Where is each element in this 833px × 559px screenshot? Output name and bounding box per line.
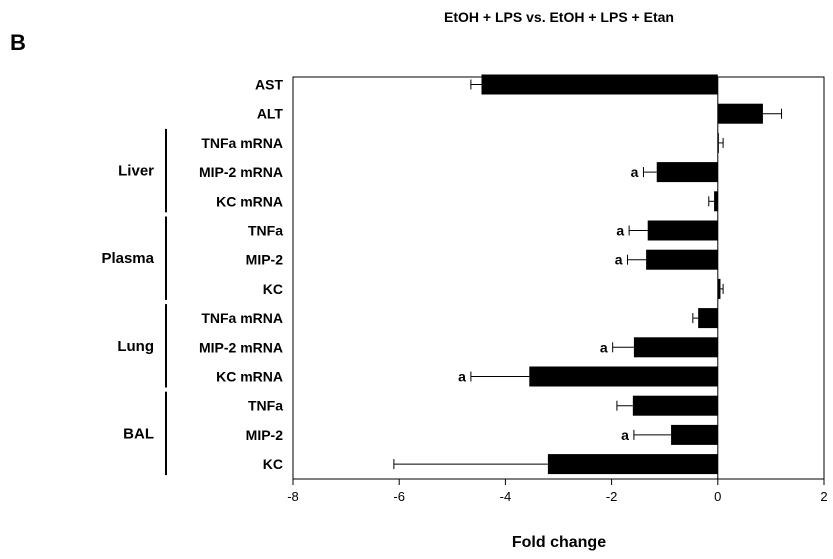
x-axis: -8 -6 -4 -2 0 2 [287, 479, 828, 504]
bar [633, 337, 718, 358]
significance-marker: a [631, 164, 639, 180]
bar [529, 366, 718, 387]
x-tick-label: 2 [820, 489, 827, 504]
x-tick-label: -6 [393, 489, 405, 504]
bar [632, 395, 718, 416]
bar [647, 220, 718, 241]
category-label: TNFa [248, 398, 283, 414]
group-label: BAL [123, 425, 154, 442]
category-label: MIP-2 [246, 252, 284, 268]
group-label: Lung [117, 338, 154, 355]
bar [698, 308, 718, 329]
x-axis-label: Fold change [512, 534, 606, 551]
bar [481, 74, 718, 95]
category-label: MIP-2 mRNA [199, 164, 283, 180]
chart-title: EtOH + LPS vs. EtOH + LPS + Etan [444, 9, 674, 25]
significance-marker: a [621, 427, 629, 443]
category-label: MIP-2 [246, 427, 284, 443]
x-tick-label: -8 [287, 489, 299, 504]
category-label: AST [255, 77, 283, 93]
panel-label: B [10, 30, 26, 55]
category-label: KC [263, 281, 283, 297]
group-label: Liver [118, 163, 154, 180]
x-tick-label: 0 [714, 489, 721, 504]
bar [547, 454, 718, 475]
category-label: KC mRNA [216, 193, 283, 209]
significance-marker: a [615, 252, 623, 268]
category-label: MIP-2 mRNA [199, 339, 283, 355]
category-label: ALT [257, 106, 284, 122]
bar [717, 132, 719, 153]
x-tick-label: -4 [500, 489, 512, 504]
group-label: Plasma [101, 250, 154, 267]
significance-marker: a [616, 223, 624, 239]
plot-area [292, 76, 825, 480]
category-label: TNFa mRNA [201, 310, 283, 326]
x-tick-label: -2 [606, 489, 618, 504]
category-label: TNFa mRNA [201, 135, 283, 151]
bar [717, 103, 763, 124]
category-label: KC [263, 456, 283, 472]
category-label: TNFa [248, 223, 283, 239]
category-label: KC mRNA [216, 369, 283, 385]
bar [714, 191, 718, 212]
group-labels: Liver Plasma Lung BAL [101, 128, 167, 476]
significance-marker: a [600, 339, 608, 355]
category-labels: AST ALT TNFa mRNA MIP-2 mRNA KC mRNA TNFa MIP-… [199, 77, 283, 473]
bar [671, 424, 718, 445]
bar [717, 278, 721, 299]
bar [656, 162, 718, 183]
significance-marker: a [458, 369, 466, 385]
bar [646, 249, 718, 270]
